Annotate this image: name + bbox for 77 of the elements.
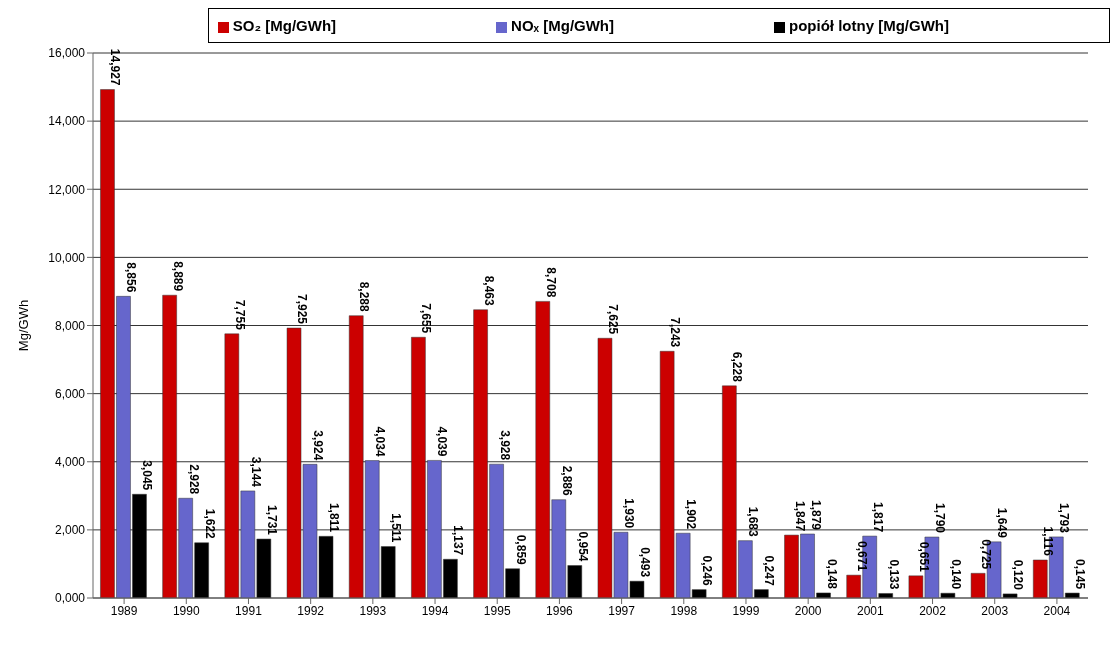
data-label: 1,622 (202, 508, 217, 540)
data-label: 1,902 (684, 499, 699, 530)
data-label: 8,463 (481, 275, 496, 307)
y-tick-label: 12,000 (48, 182, 86, 197)
y-tick-label: 14,000 (48, 114, 86, 129)
data-label: 14,927 (108, 48, 123, 86)
data-label: 1,511 (389, 513, 404, 543)
x-tick-label: 1991 (235, 603, 263, 618)
data-label: 0,651 (916, 541, 931, 573)
y-tick-label: 6,000 (54, 386, 86, 401)
x-tick-label: 1992 (297, 603, 325, 618)
x-tick-label: 2000 (794, 603, 822, 618)
x-tick-label: 1990 (172, 603, 200, 618)
data-label: 0,725 (979, 539, 994, 570)
legend-label: SO₂ [Mg/GWh] (232, 17, 337, 34)
data-label: 0,148 (824, 558, 839, 590)
data-label: 1,731 (264, 505, 279, 536)
data-label: 2,886 (559, 465, 574, 497)
data-label: 7,755 (232, 299, 247, 331)
y-tick-label: 4,000 (54, 455, 86, 470)
data-label: 7,625 (605, 304, 620, 335)
data-label: 7,925 (295, 294, 310, 325)
y-tick-label: 16,000 (48, 46, 86, 61)
data-label: 0,145 (1073, 559, 1088, 590)
x-tick-label: 1994 (421, 603, 449, 618)
x-tick-label: 2002 (919, 603, 947, 618)
data-label: 0,954 (575, 531, 590, 562)
legend-label: popiół lotny [Mg/GWh] (789, 17, 949, 34)
data-label: 1,790 (932, 503, 947, 534)
data-label: 3,924 (311, 430, 326, 461)
x-tick-label: 1999 (732, 603, 760, 618)
x-tick-label: 2004 (1043, 603, 1071, 618)
x-tick-label: 1996 (546, 603, 574, 618)
y-tick-label: 10,000 (48, 250, 86, 265)
y-tick-label: 0,000 (54, 591, 86, 606)
legend-label: NOₓ [Mg/GWh] (511, 17, 615, 34)
data-label: 1,817 (870, 502, 885, 533)
data-label: 8,708 (543, 267, 558, 298)
data-label: 4,034 (373, 426, 388, 457)
data-label: 0,120 (1011, 559, 1026, 591)
data-label: 0,859 (513, 534, 528, 566)
y-tick-label: 8,000 (54, 318, 86, 333)
x-tick-label: 2003 (981, 603, 1009, 618)
data-label: 8,288 (357, 281, 372, 313)
data-label: 1,683 (746, 506, 761, 537)
x-tick-label: 1995 (483, 603, 511, 618)
x-tick-label: 1998 (670, 603, 698, 618)
data-label: 3,928 (497, 430, 512, 461)
data-label: 3,144 (248, 456, 263, 488)
data-label: 8,889 (170, 261, 185, 292)
data-label: 0,493 (637, 547, 652, 578)
x-tick-label: 1989 (110, 603, 138, 618)
data-label: 0,247 (762, 555, 777, 586)
data-label: 0,140 (948, 559, 963, 590)
data-label: 1,793 (1057, 502, 1072, 534)
x-tick-label: 1997 (608, 603, 636, 618)
data-label: 6,228 (730, 351, 745, 383)
data-label: 7,243 (668, 317, 683, 348)
data-label: 7,655 (419, 303, 434, 334)
y-axis-title: Mg/GWh (15, 299, 31, 352)
data-label: 1,930 (621, 498, 636, 529)
data-label: 1,137 (451, 525, 466, 556)
data-label: 1,116 (1041, 526, 1056, 557)
data-label: 0,671 (854, 541, 869, 572)
data-label: 1,847 (792, 501, 807, 532)
x-tick-label: 1993 (359, 603, 387, 618)
x-tick-label: 2001 (856, 603, 885, 618)
data-label: 3,045 (140, 460, 155, 491)
data-label: 8,856 (124, 262, 139, 293)
data-label: 4,039 (435, 426, 450, 457)
data-label: 0,246 (700, 555, 715, 586)
y-tick-label: 2,000 (54, 523, 86, 538)
data-label: 2,928 (186, 464, 201, 495)
data-label: 1,649 (995, 507, 1010, 539)
data-label: 0,133 (886, 559, 901, 590)
data-label: 1,811 (327, 502, 342, 533)
data-label: 1,879 (808, 499, 823, 531)
